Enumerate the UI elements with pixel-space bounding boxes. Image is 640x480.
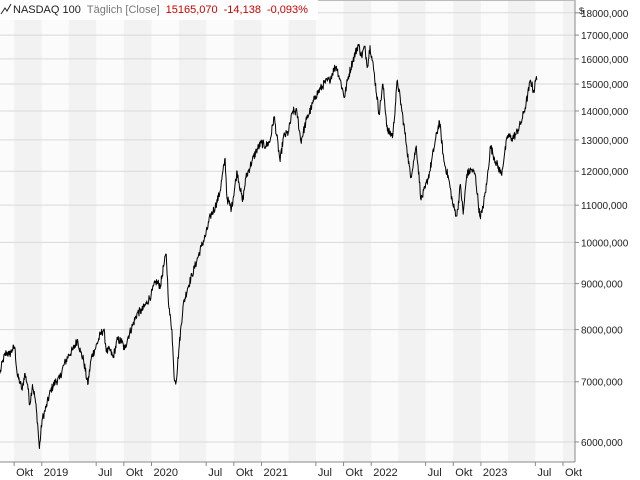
quarter-band	[288, 0, 316, 462]
quarter-band	[68, 0, 97, 462]
quarter-band	[178, 0, 207, 462]
y-tick-label: 12000,000	[581, 167, 629, 178]
y-tick-label: 13000,000	[581, 136, 629, 147]
x-tick-label: Jul	[537, 467, 551, 479]
currency-label: $	[579, 6, 584, 16]
x-tick-label: 2023	[483, 467, 507, 479]
x-tick-label: Jul	[318, 467, 332, 479]
x-tick-label: 2021	[264, 467, 288, 479]
x-tick-label: Okt	[126, 467, 143, 479]
y-tick-label: 15000,000	[581, 80, 629, 91]
price-change: -14,138	[223, 4, 261, 16]
y-tick-label: 17000,000	[581, 31, 629, 42]
y-tick-label: 8000,000	[581, 326, 623, 337]
x-tick-label: Okt	[346, 467, 363, 479]
line-chart-icon	[0, 3, 12, 15]
interval-label: Täglich [Close]	[86, 4, 160, 16]
y-tick-label: 10000,000	[581, 238, 629, 249]
y-tick-label: 6000,000	[581, 438, 623, 449]
quarter-band	[123, 0, 152, 462]
x-tick-label: 2020	[153, 467, 177, 479]
quarter-band	[398, 0, 426, 462]
x-tick-label: Okt	[565, 467, 582, 479]
quarter-band	[14, 0, 42, 462]
x-tick-label: Okt	[455, 467, 472, 479]
price-change-percent: -0,093%	[266, 4, 308, 16]
y-tick-label: 14000,000	[581, 107, 629, 118]
x-tick-label: 2019	[44, 467, 68, 479]
y-tick-label: 18000,000	[581, 9, 629, 20]
y-tick-label: 9000,000	[581, 280, 623, 291]
x-tick-label: Okt	[236, 467, 253, 479]
x-tick-label: Jul	[98, 467, 112, 479]
quarter-band	[453, 0, 481, 462]
chart-header: NASDAQ 100 Täglich [Close] 15165,070 -14,13…	[0, 0, 318, 20]
quarter-band	[343, 0, 372, 462]
price-series-line	[0, 43, 538, 450]
quarter-band	[562, 0, 575, 462]
y-tick-label: 11000,000	[581, 201, 628, 212]
quarter-band	[233, 0, 262, 462]
x-tick-label: Jul	[208, 467, 222, 479]
last-price: 15165,070	[165, 4, 218, 16]
x-tick-label: Jul	[428, 467, 442, 479]
quarter-band	[507, 0, 536, 462]
y-tick-label: 16000,000	[581, 55, 629, 66]
instrument-title: NASDAQ 100	[13, 4, 81, 16]
x-tick-label: Okt	[16, 467, 33, 479]
y-tick-label: 7000,000	[581, 378, 623, 389]
x-tick-label: 2022	[373, 467, 397, 479]
